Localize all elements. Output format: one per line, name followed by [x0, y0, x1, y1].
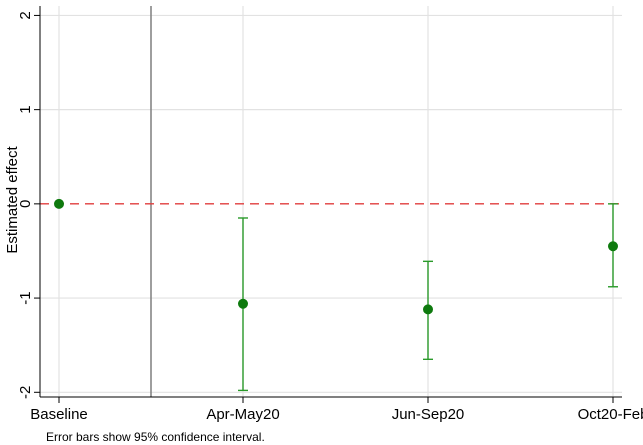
data-marks — [54, 198, 618, 392]
chart-note: Error bars show 95% confidence interval. — [46, 430, 265, 444]
estimate-point — [608, 241, 618, 252]
estimate-point — [54, 198, 64, 209]
y-tick-label: 1 — [17, 105, 34, 113]
x-tick-label: Apr-May20 — [206, 406, 279, 423]
estimate-point — [423, 304, 433, 315]
y-tick-label: -1 — [17, 291, 34, 304]
y-tick-label: 2 — [17, 11, 34, 19]
gridlines — [40, 6, 622, 397]
y-tick-label: 0 — [17, 200, 34, 208]
x-tick-label: Jun-Sep20 — [392, 406, 465, 423]
y-axis-title: Estimated effect — [4, 146, 21, 254]
y-tick-label: -2 — [17, 386, 34, 399]
axes — [34, 6, 622, 403]
tick-labels: -2 -1 0 1 2 Baseline Apr-May20 Jun-Sep20 Oct20-F… — [17, 11, 643, 423]
x-tick-label: Baseline — [30, 406, 88, 423]
x-tick-label: Oct20-Feb — [578, 406, 643, 423]
reference-lines — [40, 6, 622, 397]
estimate-point — [238, 298, 248, 309]
